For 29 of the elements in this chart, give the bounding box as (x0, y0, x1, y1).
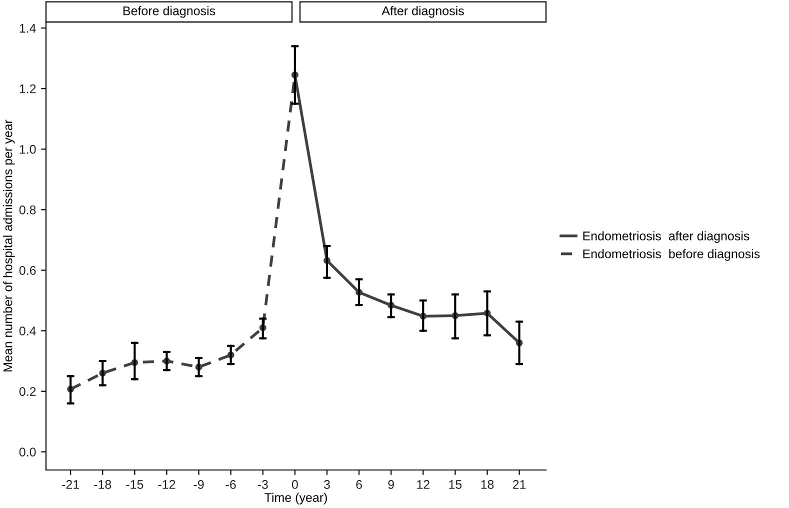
x-tick-label: 21 (512, 480, 526, 489)
y-tick-label: 0.6 (19, 266, 36, 275)
x-tick-label: 3 (324, 480, 330, 489)
legend-label: Endometriosis before diagnosis (583, 249, 760, 261)
text: Before diagnosis (123, 6, 216, 18)
x-tick-label: -6 (226, 480, 236, 489)
x-tick-label: 15 (449, 480, 462, 489)
x-tick-label: -9 (194, 480, 204, 489)
text: After diagnosis (382, 6, 464, 18)
x-tick-label: 12 (417, 480, 430, 489)
y-tick-label: 0.4 (19, 326, 36, 336)
legend-label: Endometriosis after diagnosis (583, 231, 750, 243)
y-tick-label: 0.8 (19, 205, 36, 214)
x-tick-label: 6 (356, 480, 362, 489)
x-axis-title: Time (year) (264, 492, 327, 504)
x-tick-label: 0 (292, 480, 298, 489)
y-tick-label: 1.2 (20, 84, 36, 94)
x-tick-label: -21 (62, 480, 79, 489)
y-tick-label: 1.0 (20, 144, 36, 154)
y-tick-label: 0.0 (19, 448, 36, 456)
y-axis-title: Mean number of hospital admissions per year (3, 120, 15, 372)
x-tick-label: -18 (94, 480, 112, 489)
x-tick-label: -12 (158, 480, 176, 489)
y-tick-label: 0.2 (19, 387, 36, 396)
x-tick-label: -3 (258, 480, 268, 489)
x-tick-label: 18 (481, 480, 494, 489)
y-tick-label: 1.4 (20, 24, 36, 33)
x-tick-label: -15 (126, 480, 144, 489)
x-tick-label: 9 (388, 480, 394, 489)
